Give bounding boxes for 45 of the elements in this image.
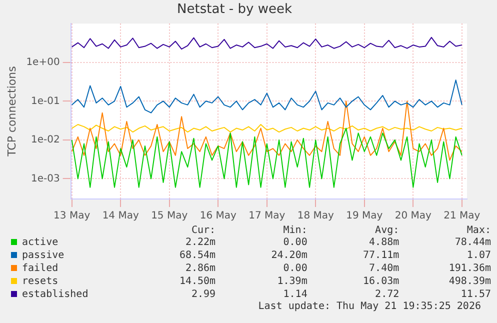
legend-label: passive	[21, 249, 66, 262]
text: 1.39m	[276, 275, 308, 288]
text: Last update: Thu May 21 19:35:25 2026	[257, 301, 482, 312]
text: 11.57	[460, 288, 492, 301]
legend-label: established	[21, 288, 90, 301]
y-tick-label: 1e-02	[30, 134, 60, 146]
text: 24.20m	[270, 249, 308, 262]
text: Max:	[466, 225, 492, 236]
y-tick-label: 1e-03	[30, 173, 60, 184]
text: Cur:	[190, 225, 217, 236]
x-tick-label: 16 May	[200, 210, 236, 222]
legend-label: resets	[21, 275, 60, 288]
text: 2.72	[374, 288, 400, 301]
y-tick-label: 1e-01	[30, 96, 60, 107]
text: 498.39m	[448, 275, 492, 288]
text: 0.00	[282, 262, 308, 275]
text: 77.11m	[362, 249, 400, 262]
text: Min:	[282, 225, 308, 236]
text: 14.50m	[178, 275, 217, 288]
y-tick-label: 1e+00	[26, 56, 60, 68]
x-tick-label: 14 May	[102, 210, 139, 222]
x-tick-label: 20 May	[394, 210, 432, 222]
x-tick-label: 17 May	[248, 210, 286, 222]
text: 2.99	[190, 288, 217, 301]
chart-title: Netstat - by week	[177, 2, 292, 18]
x-tick-label: 19 May	[346, 210, 383, 222]
text: 68.54m	[178, 249, 217, 262]
text: 2.86m	[184, 262, 217, 275]
text: 191.36m	[448, 262, 492, 275]
text: 2.22m	[184, 236, 217, 249]
x-tick-label: 21 May	[444, 210, 480, 222]
x-tick-label: 15 May	[151, 210, 188, 222]
y-axis-title: TCP connections	[5, 66, 18, 158]
x-tick-label: 13 May	[54, 210, 90, 222]
legend-label: active	[21, 236, 60, 249]
text: 1.14	[282, 288, 308, 301]
text: 7.40m	[368, 262, 400, 275]
text: 0.00	[282, 236, 308, 249]
x-tick-label: 18 May	[297, 210, 334, 222]
text: 4.88m	[368, 236, 400, 249]
text: Avg:	[374, 225, 400, 236]
text: 16.03m	[362, 275, 400, 288]
text: 1.07	[466, 249, 492, 262]
legend-label: failed	[21, 262, 60, 275]
text: 78.44m	[454, 236, 492, 249]
